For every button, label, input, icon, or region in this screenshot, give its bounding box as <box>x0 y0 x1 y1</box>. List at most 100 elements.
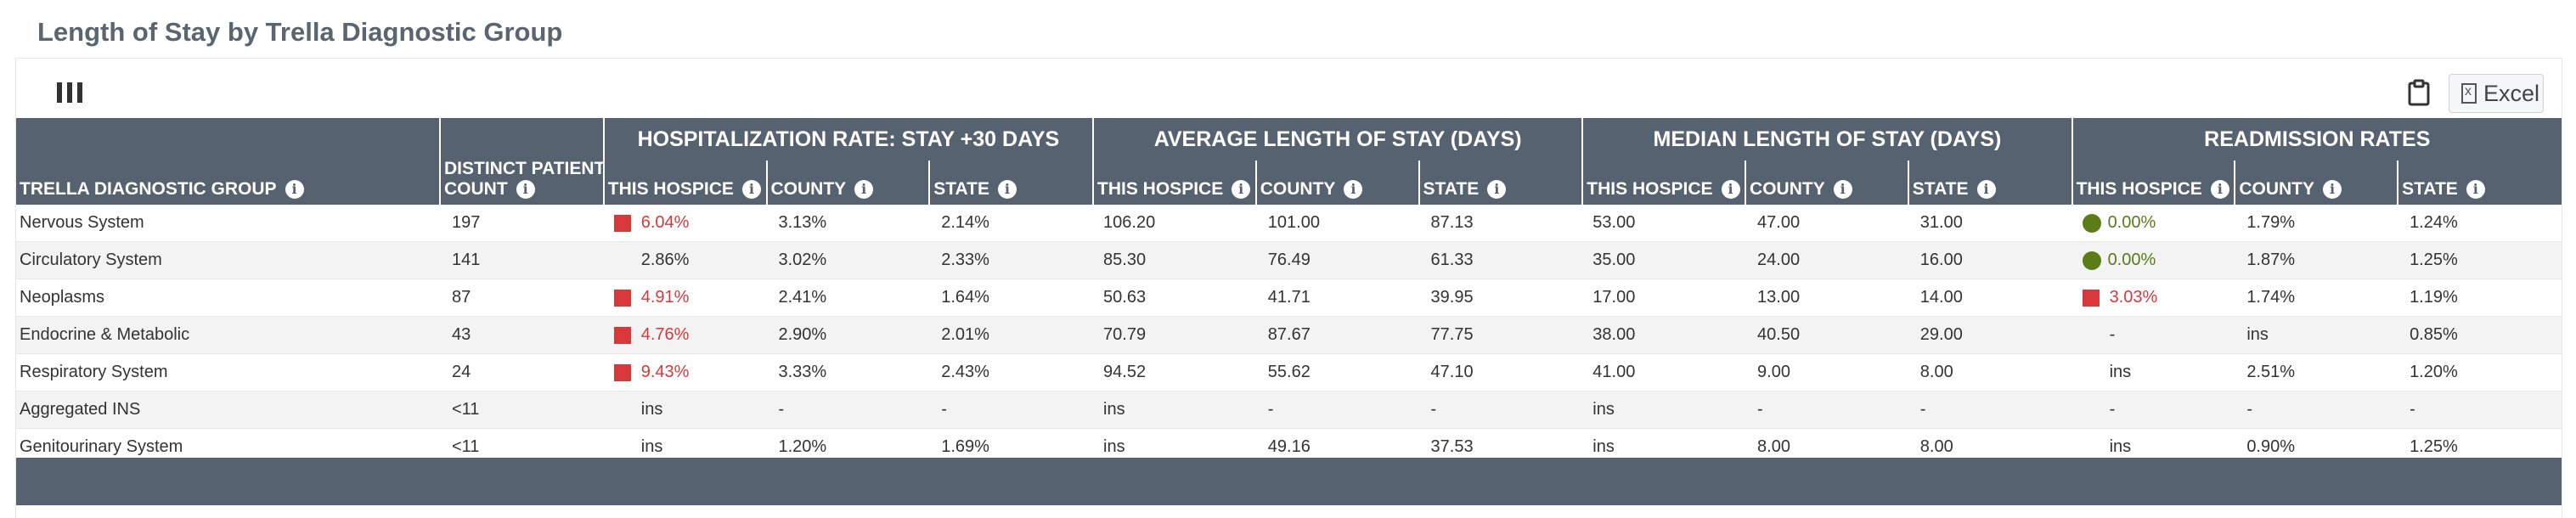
metric-value: 41.00 <box>1592 363 1636 381</box>
metric-cell: 38.00 <box>1582 316 1746 354</box>
metric-value: 41.71 <box>1267 288 1311 307</box>
column-header-this-hospice[interactable]: THIS HOSPICE i <box>602 160 767 205</box>
metric-value: - <box>2246 400 2252 419</box>
export-excel-button[interactable]: Excel <box>2449 74 2544 113</box>
info-icon[interactable]: i <box>854 180 874 200</box>
column-header-this-hospice[interactable]: THIS HOSPICE i <box>2071 160 2235 205</box>
metric-value: 13.00 <box>1757 288 1801 307</box>
alert-square-icon <box>613 214 631 232</box>
column-header-label: STATE <box>2402 179 2458 199</box>
columns-icon <box>57 82 62 103</box>
group-header-hospitalization: HOSPITALIZATION RATE: STAY +30 DAYS <box>602 118 1094 160</box>
info-icon[interactable]: i <box>2210 180 2229 200</box>
metric-value: 2.51% <box>2246 363 2296 381</box>
metric-cell: ins <box>1093 391 1256 429</box>
metric-cell: 77.75 <box>1418 316 1583 354</box>
column-header-this-hospice[interactable]: THIS HOSPICE i <box>1092 160 1256 205</box>
metric-cell: 39.95 <box>1418 279 1583 317</box>
metric-cell: - <box>2072 391 2235 429</box>
metric-value: 61.33 <box>1430 251 1474 269</box>
metric-cell: 3.02% <box>766 241 930 279</box>
excel-button-label: Excel <box>2483 80 2540 106</box>
metric-cell: 1.20% <box>2398 353 2562 391</box>
metric-value: 47.10 <box>1430 363 1474 381</box>
table-row: Nervous System 197 6.04% 3.13% 2.14% 106.20 10… <box>16 205 2562 242</box>
info-icon[interactable]: i <box>1721 180 1740 200</box>
patient-count-cell: 87 <box>439 279 604 317</box>
metric-cell: 3.33% <box>766 353 930 391</box>
info-icon[interactable]: i <box>1344 180 1363 200</box>
info-icon[interactable]: i <box>516 180 535 200</box>
column-header-label: COUNT <box>443 179 508 199</box>
metric-cell: 4.91% <box>603 279 767 317</box>
column-header-label: COUNTY <box>1260 179 1336 199</box>
info-icon[interactable]: i <box>997 180 1017 200</box>
metric-cell: - <box>2398 391 2562 429</box>
info-icon[interactable]: i <box>2466 180 2485 200</box>
columns-icon-bar <box>67 82 72 103</box>
metric-value: 2.90% <box>778 325 827 344</box>
patient-count-cell: 197 <box>439 205 604 242</box>
metric-value: 35.00 <box>1592 251 1636 269</box>
column-header-state[interactable]: STATE i <box>1907 160 2072 205</box>
metric-cell: 55.62 <box>1255 353 1419 391</box>
metric-cell: - <box>2072 316 2235 354</box>
metric-value: 9.43% <box>640 363 690 381</box>
info-icon[interactable]: i <box>741 180 761 200</box>
alert-square-icon <box>613 363 631 381</box>
info-icon[interactable]: i <box>2322 180 2342 200</box>
column-header-state[interactable]: STATE i <box>928 160 1094 205</box>
metric-value: 76.49 <box>1267 251 1311 269</box>
diagnostic-group-cell: Endocrine & Metabolic <box>16 316 440 354</box>
metric-value: 0.00% <box>2107 213 2156 232</box>
patient-count-cell: 141 <box>439 241 604 279</box>
column-header-group[interactable]: TRELLA DIAGNOSTIC GROUP i <box>16 118 440 205</box>
metric-cell: - <box>1418 391 1583 429</box>
metric-cell: 85.30 <box>1093 241 1256 279</box>
metric-value: 3.13% <box>778 213 827 232</box>
column-header-state[interactable]: STATE i <box>2397 160 2562 205</box>
metric-cell: 1.74% <box>2235 279 2398 317</box>
diagnostic-group-cell: Respiratory System <box>16 353 440 391</box>
column-header-state[interactable]: STATE i <box>1418 160 1583 205</box>
metric-value: 3.03% <box>2109 288 2158 307</box>
metric-cell: 87.67 <box>1255 316 1419 354</box>
info-icon[interactable]: i <box>1487 180 1507 200</box>
metric-cell: 40.50 <box>1745 316 1908 354</box>
info-icon[interactable]: i <box>285 180 304 200</box>
column-header-county[interactable]: COUNTY i <box>1254 160 1419 205</box>
info-icon[interactable]: i <box>1976 180 1996 200</box>
metric-value: 31.00 <box>1919 213 1963 232</box>
metric-value: 87.67 <box>1267 325 1311 344</box>
info-icon[interactable]: i <box>1232 180 1251 200</box>
metric-value: 49.16 <box>1267 437 1311 456</box>
metric-value: 3.02% <box>778 251 827 269</box>
column-header-label: STATE <box>933 179 989 199</box>
column-header-count[interactable]: DISTINCT PATIENT COUNT i <box>438 118 604 205</box>
metric-value: 53.00 <box>1592 213 1636 232</box>
metric-cell: ins <box>2235 316 2398 354</box>
column-header-county[interactable]: COUNTY i <box>765 160 930 205</box>
alert-square-icon <box>2082 289 2100 307</box>
column-visibility-button[interactable] <box>57 82 82 108</box>
metric-value: 1.25% <box>2410 251 2458 269</box>
metric-value: 8.00 <box>1919 437 1953 456</box>
column-header-this-hospice[interactable]: THIS HOSPICE i <box>1581 160 1746 205</box>
table-panel: Excel TRELLA DIAGNOSTIC GROUP i DISTINCT … <box>15 58 2562 518</box>
metric-value: - <box>941 400 947 419</box>
metric-cell: - <box>766 391 930 429</box>
metric-value: 1.20% <box>778 437 827 456</box>
metric-cell: 6.04% <box>603 205 767 242</box>
patient-count-cell: 43 <box>439 316 604 354</box>
metric-cell: 94.52 <box>1093 353 1256 391</box>
clipboard-icon[interactable] <box>2407 79 2431 106</box>
info-icon[interactable]: i <box>1833 180 1852 200</box>
metric-cell: 2.90% <box>766 316 930 354</box>
column-header-label: COUNTY <box>2239 179 2314 199</box>
column-header-county[interactable]: COUNTY i <box>1745 160 1908 205</box>
metric-cell: 87.13 <box>1418 205 1583 242</box>
metric-value: 1.87% <box>2246 251 2296 269</box>
metric-value: ins <box>1103 437 1125 456</box>
column-header-county[interactable]: COUNTY i <box>2234 160 2398 205</box>
metric-value: 1.19% <box>2410 288 2458 307</box>
